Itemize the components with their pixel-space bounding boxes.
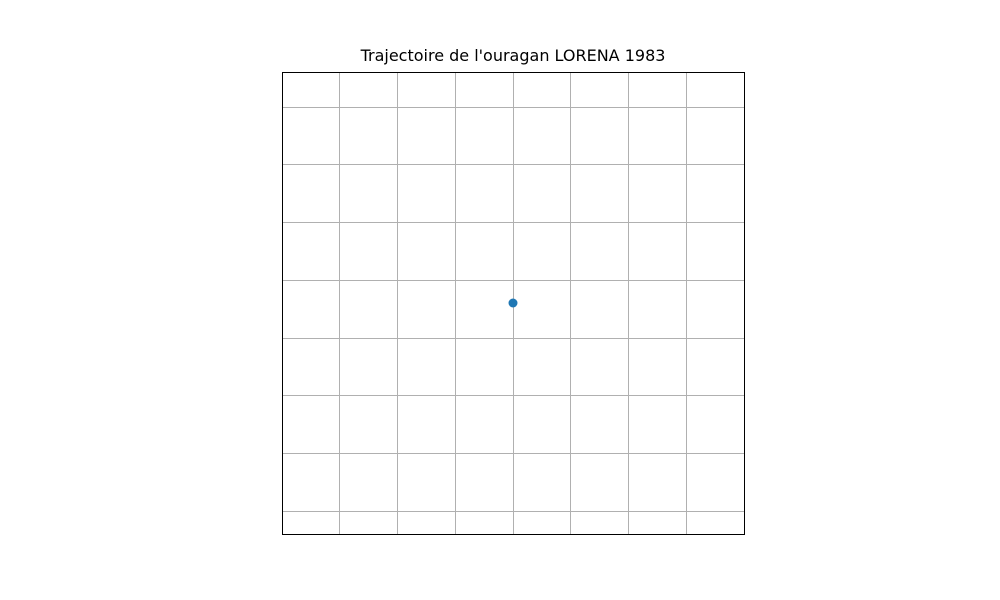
trajectory-point xyxy=(508,298,518,308)
chart-title: Trajectoire de l'ouragan LORENA 1983 xyxy=(360,46,666,65)
plot-frame xyxy=(282,72,745,535)
data-points xyxy=(508,298,518,308)
